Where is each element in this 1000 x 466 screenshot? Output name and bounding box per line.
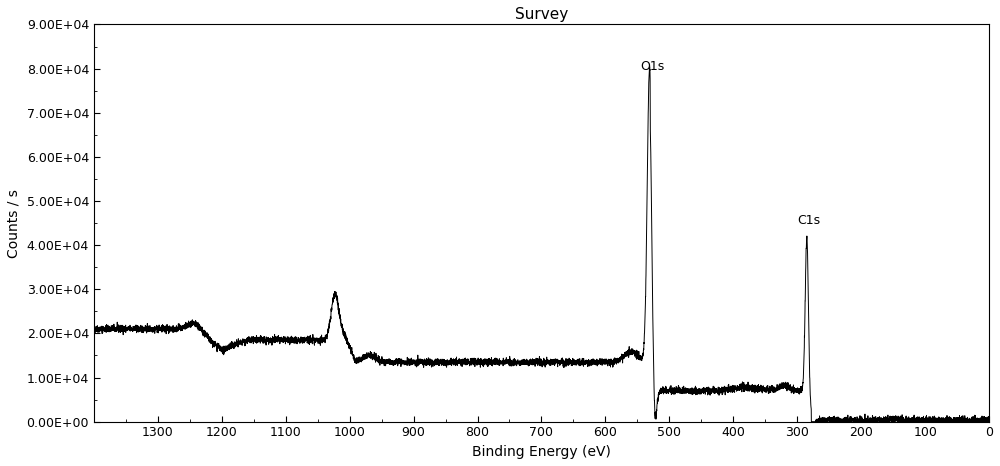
Title: Survey: Survey	[515, 7, 568, 22]
X-axis label: Binding Energy (eV): Binding Energy (eV)	[472, 445, 611, 459]
Text: O1s: O1s	[640, 60, 664, 73]
Text: C1s: C1s	[797, 214, 820, 227]
Y-axis label: Counts / s: Counts / s	[7, 189, 21, 258]
